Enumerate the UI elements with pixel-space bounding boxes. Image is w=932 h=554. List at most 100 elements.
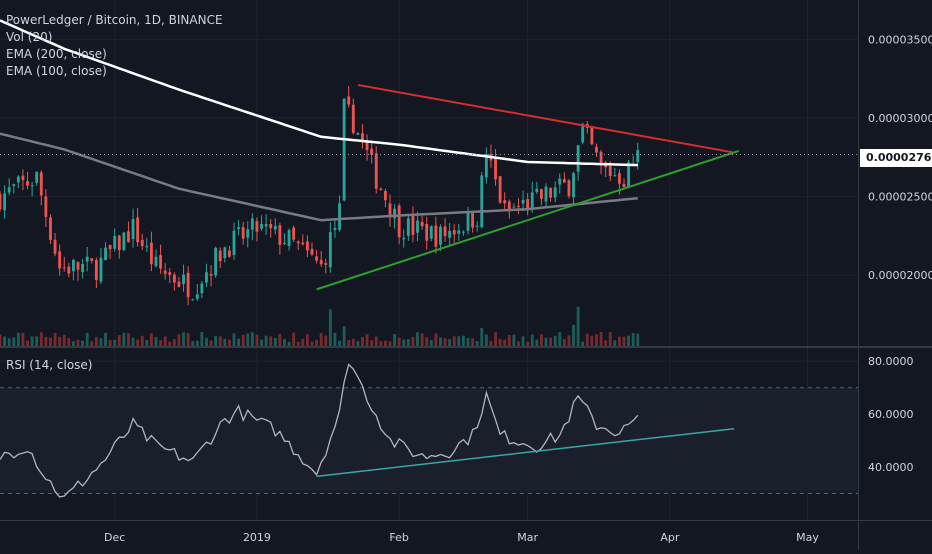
volume-bar bbox=[81, 340, 85, 346]
candle-body bbox=[494, 158, 497, 180]
price-tick-label: 0.00003500 bbox=[868, 33, 932, 46]
volume-bar bbox=[397, 337, 401, 346]
volume-bar bbox=[622, 336, 626, 346]
indicator-ema-100[interactable]: EMA (100, close) bbox=[6, 64, 107, 78]
candle-body bbox=[425, 224, 429, 241]
candle-body bbox=[39, 172, 43, 196]
candle-body bbox=[526, 199, 530, 211]
indicator-ema-200[interactable]: EMA (200, close) bbox=[6, 47, 107, 61]
volume-bar bbox=[30, 336, 34, 346]
candle-body bbox=[452, 230, 456, 235]
volume-bar bbox=[177, 334, 181, 346]
candle-body bbox=[49, 217, 52, 240]
rsi-axis[interactable]: 80.0000 60.0000 40.0000 bbox=[868, 355, 914, 474]
candle-body bbox=[177, 281, 181, 287]
candle-body bbox=[182, 274, 185, 285]
volume-bar bbox=[296, 341, 300, 346]
volume-bars bbox=[0, 306, 640, 346]
candle-body bbox=[209, 273, 213, 276]
rsi-trendline[interactable] bbox=[316, 427, 735, 478]
candle-body bbox=[613, 175, 617, 177]
candle-body bbox=[301, 242, 305, 245]
volume-bar bbox=[122, 332, 126, 346]
candle-body bbox=[67, 266, 71, 274]
volume-bar bbox=[283, 338, 286, 346]
candle-body bbox=[255, 221, 259, 232]
candle-body bbox=[260, 223, 263, 229]
volume-bar bbox=[94, 337, 98, 346]
volume-bar bbox=[347, 340, 351, 346]
candle-body bbox=[617, 173, 621, 184]
volume-bar bbox=[200, 332, 204, 346]
candle-body bbox=[237, 227, 241, 229]
volume-bar bbox=[507, 335, 511, 346]
volume-bar bbox=[590, 335, 594, 346]
volume-bar bbox=[342, 326, 346, 346]
volume-bar bbox=[310, 341, 314, 346]
volume-bar bbox=[113, 339, 117, 346]
candle-body bbox=[283, 242, 286, 244]
candle-body bbox=[572, 173, 575, 198]
volume-bar bbox=[425, 337, 429, 346]
indicator-volume[interactable]: Vol (20) bbox=[6, 30, 53, 44]
volume-bar bbox=[104, 332, 107, 346]
rsi-tick-label: 60.0000 bbox=[868, 408, 914, 421]
candle-body bbox=[7, 187, 11, 193]
candle-body bbox=[480, 175, 484, 228]
time-axis[interactable]: Dec 2019 Feb Mar Apr May bbox=[104, 531, 819, 544]
volume-bar bbox=[530, 334, 534, 346]
volume-bar bbox=[526, 341, 530, 346]
candle-body bbox=[287, 230, 291, 247]
candle-body bbox=[361, 133, 364, 141]
candle-body bbox=[434, 225, 438, 247]
volume-bar bbox=[140, 335, 144, 346]
candle-body bbox=[145, 245, 149, 248]
volume-bar bbox=[99, 338, 103, 346]
candle-body bbox=[99, 257, 103, 282]
candle-body bbox=[457, 230, 461, 234]
volume-bar bbox=[191, 341, 195, 346]
volume-bar bbox=[278, 333, 282, 346]
volume-bar bbox=[461, 335, 465, 346]
resistance-trendline[interactable] bbox=[357, 83, 735, 154]
candle-body bbox=[374, 153, 378, 189]
volume-bar bbox=[264, 335, 268, 346]
symbol-title[interactable]: PowerLedger / Bitcoin, 1D, BINANCE bbox=[6, 13, 223, 27]
volume-bar bbox=[154, 337, 158, 346]
volume-bar bbox=[44, 336, 48, 346]
candle-body bbox=[140, 239, 144, 247]
volume-bar bbox=[241, 334, 245, 346]
volume-bar bbox=[26, 340, 29, 346]
price-axis[interactable]: 0.00003500 0.00003000 0.00002500 0.00002000 bbox=[868, 33, 932, 282]
candle-body bbox=[136, 217, 140, 243]
volume-bar bbox=[370, 340, 374, 346]
candle-body bbox=[549, 187, 553, 198]
volume-bar bbox=[613, 340, 617, 346]
volume-bar bbox=[108, 340, 112, 346]
candle-body bbox=[411, 215, 415, 235]
candle-body bbox=[333, 227, 337, 230]
time-tick-label: 2019 bbox=[243, 531, 271, 544]
candle-body bbox=[507, 201, 511, 210]
candle-body bbox=[539, 189, 543, 199]
candle-body bbox=[241, 227, 245, 239]
volume-bar bbox=[406, 339, 410, 346]
volume-bar bbox=[599, 332, 603, 346]
candle-body bbox=[127, 231, 130, 243]
candle-body bbox=[599, 151, 603, 164]
volume-bar bbox=[374, 336, 378, 346]
support-trendline[interactable] bbox=[316, 150, 740, 291]
candle-body bbox=[269, 223, 273, 229]
candle-body bbox=[315, 256, 319, 261]
volume-bar bbox=[127, 333, 130, 346]
candle-body bbox=[168, 272, 172, 275]
rsi-tick-label: 40.0000 bbox=[868, 461, 914, 474]
volume-bar bbox=[351, 338, 355, 346]
candle-body bbox=[393, 208, 397, 219]
candle-body bbox=[159, 255, 163, 269]
candle-body bbox=[62, 267, 66, 269]
rsi-title[interactable]: RSI (14, close) bbox=[6, 358, 93, 372]
volume-bar bbox=[480, 327, 484, 346]
